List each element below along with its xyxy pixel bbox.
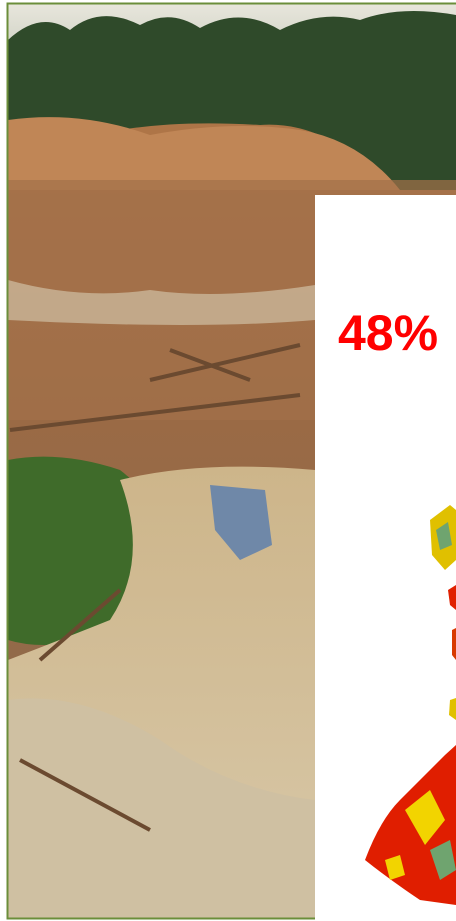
percent-callout: 48% — [338, 305, 438, 361]
map — [365, 505, 456, 905]
photo-frame — [6, 2, 456, 920]
